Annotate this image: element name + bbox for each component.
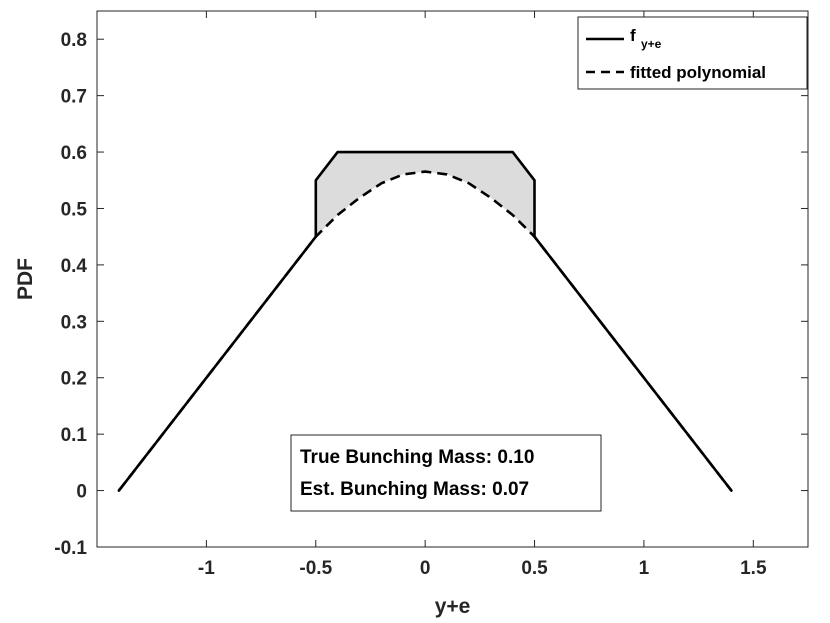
x-tick-label: 0.5 bbox=[521, 558, 548, 579]
ticks-layer: -1 -0.5 0 0.5 1 1.5 -0.1 0 0.1 0.2 0.3 0.4 0.5 0.6 0.7… bbox=[54, 11, 808, 579]
legend-label-f: f bbox=[630, 26, 636, 45]
x-tick-label: -1 bbox=[198, 558, 215, 579]
x-tick-label: 1.5 bbox=[740, 558, 767, 579]
y-tick-label: 0.6 bbox=[61, 143, 87, 164]
x-tick-label: 1 bbox=[639, 558, 650, 579]
annotation-frame bbox=[290, 434, 602, 512]
legend-box bbox=[577, 16, 808, 90]
y-tick-label: 0.5 bbox=[61, 199, 88, 220]
y-tick-label: -0.1 bbox=[54, 538, 87, 559]
y-tick-label: 0 bbox=[76, 482, 87, 503]
series-line-fitted-polynomial bbox=[117, 170, 733, 492]
y-tick-label: 0.2 bbox=[61, 369, 87, 390]
x-tick-label: 0 bbox=[420, 558, 431, 579]
x-axis-title: y+e bbox=[435, 595, 471, 618]
legend: f y+e fitted polynomial bbox=[577, 16, 808, 90]
annotation-box: True Bunching Mass: 0.10 Est. Bunching M… bbox=[290, 434, 602, 512]
y-tick-label: 0.7 bbox=[61, 87, 87, 108]
est-bunching-mass-text: Est. Bunching Mass: 0.07 bbox=[300, 479, 529, 500]
legend-label-fitted: fitted polynomial bbox=[630, 63, 766, 82]
y-tick-label: 0.1 bbox=[61, 425, 88, 446]
y-tick-label: 0.3 bbox=[61, 312, 87, 333]
y-axis-title: PDF bbox=[14, 258, 37, 300]
bunching-shaded-region bbox=[315, 152, 535, 237]
plot-frame bbox=[96, 10, 809, 548]
series-line-f-y-plus-e bbox=[117, 150, 733, 492]
true-bunching-mass-text: True Bunching Mass: 0.10 bbox=[300, 447, 534, 468]
y-tick-label: 0.4 bbox=[61, 256, 88, 277]
legend-label-f-subscript: y+e bbox=[641, 37, 662, 51]
series-layer bbox=[117, 150, 733, 492]
x-tick-label: -0.5 bbox=[299, 558, 332, 579]
y-tick-label: 0.8 bbox=[61, 30, 87, 51]
